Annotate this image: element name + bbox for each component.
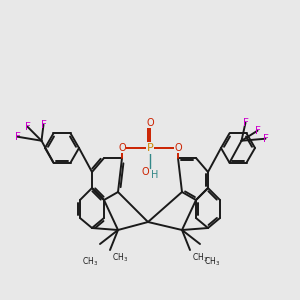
Text: F: F — [262, 134, 268, 144]
Text: O: O — [174, 143, 182, 153]
Text: O: O — [146, 118, 154, 128]
Text: P: P — [147, 143, 153, 153]
Text: CH$_3$: CH$_3$ — [82, 256, 98, 268]
Text: F: F — [25, 122, 30, 132]
Text: O: O — [118, 143, 126, 153]
Text: CH$_3$: CH$_3$ — [192, 252, 208, 265]
Text: F: F — [40, 120, 46, 130]
Text: F: F — [243, 118, 248, 128]
Text: F: F — [15, 132, 20, 142]
Text: H: H — [151, 170, 159, 180]
Text: CH$_3$: CH$_3$ — [204, 256, 220, 268]
Text: CH$_3$: CH$_3$ — [112, 252, 128, 265]
Text: O: O — [141, 167, 149, 177]
Text: F: F — [255, 126, 260, 136]
